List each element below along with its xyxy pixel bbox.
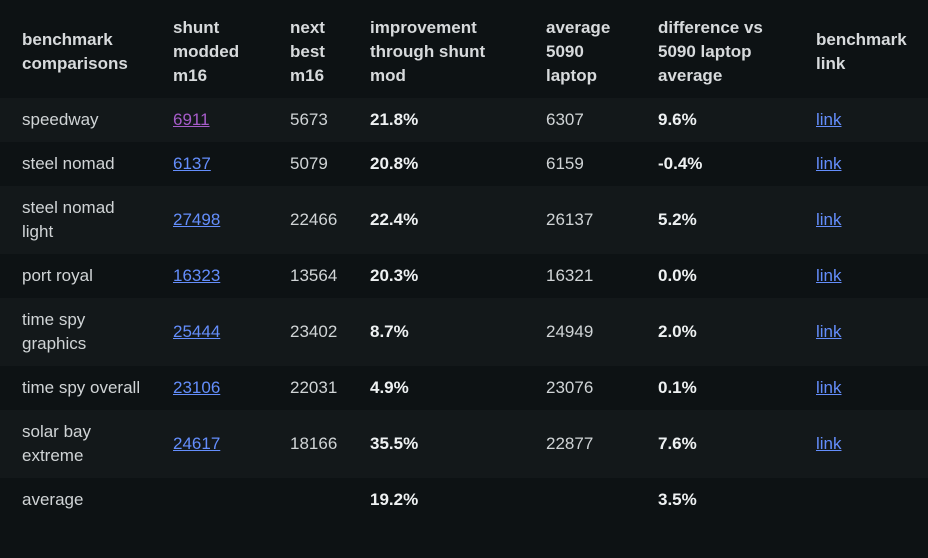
column-header-average-5090-laptop: average 5090 laptop xyxy=(546,18,611,85)
benchmark-link[interactable]: link xyxy=(816,322,842,341)
benchmark-name: time spy overall xyxy=(22,378,141,397)
next-best-cell: 13564 xyxy=(290,266,338,285)
improvement-cell: 35.5% xyxy=(370,434,419,453)
next-best-cell xyxy=(268,478,348,522)
score-link[interactable]: 16323 xyxy=(173,266,221,285)
benchmark-link-cell: link xyxy=(794,186,928,254)
average-5090-cell: 6159 xyxy=(546,154,584,173)
column-header-next-best-m16: next best m16 xyxy=(290,18,325,85)
next-best-cell: 23402 xyxy=(290,322,338,341)
difference-cell: 0.0% xyxy=(658,266,697,285)
next-best-cell: 22466 xyxy=(290,210,338,229)
table-row-port-royal: port royal 16323 13564 20.3% 16321 0.0% … xyxy=(0,254,928,298)
benchmark-link-cell: link xyxy=(794,142,928,186)
benchmark-comparison-table: benchmark comparisons shunt modded m16 n… xyxy=(0,6,928,522)
shunt-score-cell: 25444 xyxy=(151,298,268,366)
table-row-time-spy-overall: time spy overall 23106 22031 4.9% 23076 … xyxy=(0,366,928,410)
table-row-speedway: speedway 6911 5673 21.8% 6307 9.6% link xyxy=(0,98,928,142)
score-link[interactable]: 23106 xyxy=(173,378,221,397)
table-row-steel-nomad-light: steel nomad light 27498 22466 22.4% 2613… xyxy=(0,186,928,254)
next-best-cell: 22031 xyxy=(290,378,338,397)
average-5090-cell: 26137 xyxy=(546,210,594,229)
improvement-cell: 22.4% xyxy=(370,210,419,229)
average-5090-cell: 16321 xyxy=(546,266,594,285)
header-row: benchmark comparisons shunt modded m16 n… xyxy=(0,6,928,98)
average-5090-cell: 23076 xyxy=(546,378,594,397)
benchmark-name: time spy graphics xyxy=(22,310,87,353)
benchmark-link-cell: link xyxy=(794,98,928,142)
average-5090-cell: 6307 xyxy=(546,110,584,129)
benchmark-name: steel nomad xyxy=(22,154,115,173)
score-link[interactable]: 27498 xyxy=(173,210,221,229)
shunt-score-cell: 16323 xyxy=(151,254,268,298)
table-header: benchmark comparisons shunt modded m16 n… xyxy=(0,6,928,98)
table-row-time-spy-graphics: time spy graphics 25444 23402 8.7% 24949… xyxy=(0,298,928,366)
average-5090-cell: 22877 xyxy=(546,434,594,453)
shunt-score-cell: 6911 xyxy=(151,98,268,142)
difference-cell: 0.1% xyxy=(658,378,697,397)
benchmark-name: port royal xyxy=(22,266,93,285)
difference-cell: 9.6% xyxy=(658,110,697,129)
table-row-average: average 19.2% 3.5% xyxy=(0,478,928,522)
benchmark-link-cell: link xyxy=(794,410,928,478)
difference-cell: 5.2% xyxy=(658,210,697,229)
shunt-score-cell: 23106 xyxy=(151,366,268,410)
average-5090-cell xyxy=(524,478,636,522)
benchmark-link-cell: link xyxy=(794,298,928,366)
benchmark-link-cell: link xyxy=(794,254,928,298)
column-header-shunt-modded-m16: shunt modded m16 xyxy=(173,18,240,85)
improvement-cell: 21.8% xyxy=(370,110,419,129)
benchmark-link-cell xyxy=(794,478,928,522)
next-best-cell: 18166 xyxy=(290,434,338,453)
benchmark-link[interactable]: link xyxy=(816,154,842,173)
shunt-score-cell xyxy=(151,478,268,522)
next-best-cell: 5673 xyxy=(290,110,328,129)
benchmark-name: solar bay extreme xyxy=(22,422,91,465)
improvement-cell: 8.7% xyxy=(370,322,409,341)
table-row-solar-bay-extreme: solar bay extreme 24617 18166 35.5% 2287… xyxy=(0,410,928,478)
benchmark-name: speedway xyxy=(22,110,99,129)
difference-cell: 7.6% xyxy=(658,434,697,453)
benchmark-link[interactable]: link xyxy=(816,378,842,397)
shunt-score-cell: 24617 xyxy=(151,410,268,478)
improvement-cell: 20.8% xyxy=(370,154,419,173)
improvement-cell: 20.3% xyxy=(370,266,419,285)
average-5090-cell: 24949 xyxy=(546,322,594,341)
benchmark-link[interactable]: link xyxy=(816,210,842,229)
benchmark-link[interactable]: link xyxy=(816,434,842,453)
shunt-score-cell: 27498 xyxy=(151,186,268,254)
improvement-cell: 19.2% xyxy=(370,490,419,509)
benchmark-name: steel nomad light xyxy=(22,198,115,241)
shunt-score-cell: 6137 xyxy=(151,142,268,186)
difference-cell: 3.5% xyxy=(658,490,697,509)
score-link[interactable]: 6911 xyxy=(173,110,210,129)
benchmark-link[interactable]: link xyxy=(816,266,842,285)
improvement-cell: 4.9% xyxy=(370,378,409,397)
benchmark-name: average xyxy=(22,490,84,509)
difference-cell: -0.4% xyxy=(658,154,703,173)
difference-cell: 2.0% xyxy=(658,322,697,341)
column-header-difference-vs-5090: difference vs 5090 laptop average xyxy=(658,18,763,85)
table-body: speedway 6911 5673 21.8% 6307 9.6% link … xyxy=(0,98,928,522)
score-link[interactable]: 25444 xyxy=(173,322,221,341)
column-header-improvement: improvement through shunt mod xyxy=(370,18,486,85)
column-header-benchmark-comparisons: benchmark comparisons xyxy=(22,30,128,73)
benchmark-link-cell: link xyxy=(794,366,928,410)
benchmark-link[interactable]: link xyxy=(816,110,842,129)
table-row-steel-nomad: steel nomad 6137 5079 20.8% 6159 -0.4% l… xyxy=(0,142,928,186)
score-link[interactable]: 24617 xyxy=(173,434,221,453)
column-header-benchmark-link: benchmark link xyxy=(816,30,907,73)
score-link[interactable]: 6137 xyxy=(173,154,211,173)
next-best-cell: 5079 xyxy=(290,154,328,173)
